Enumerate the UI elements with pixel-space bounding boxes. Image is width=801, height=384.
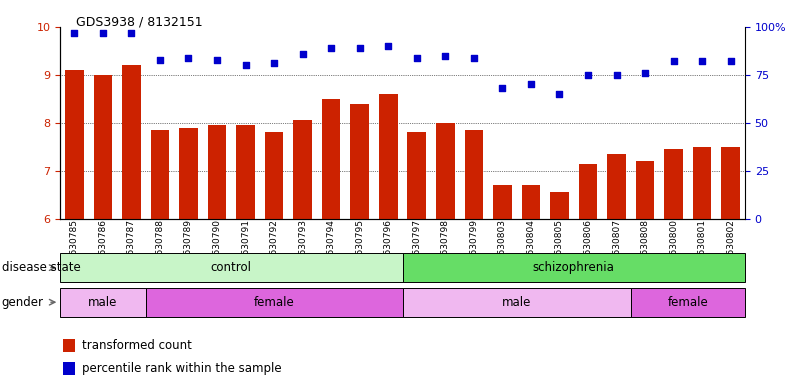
Point: [667, 58, 680, 65]
Text: GSM630791: GSM630791: [241, 219, 250, 274]
Text: GSM630794: GSM630794: [327, 219, 336, 274]
Bar: [94, 75, 112, 219]
Bar: [60, 253, 403, 282]
Text: female: female: [254, 296, 295, 309]
Bar: [236, 125, 255, 219]
Point: [439, 53, 452, 59]
Point: [296, 51, 309, 57]
Text: male: male: [502, 296, 531, 309]
Bar: [636, 161, 654, 219]
Bar: [408, 132, 426, 219]
Bar: [465, 130, 483, 219]
Text: GSM630786: GSM630786: [99, 219, 107, 274]
Point: [553, 91, 566, 97]
Bar: [63, 339, 75, 352]
Text: percentile rank within the sample: percentile rank within the sample: [83, 362, 282, 375]
Bar: [403, 253, 745, 282]
Point: [696, 58, 709, 65]
Text: GSM630790: GSM630790: [212, 219, 222, 274]
Point: [182, 55, 195, 61]
Bar: [207, 125, 227, 219]
Text: GSM630805: GSM630805: [555, 219, 564, 274]
Text: schizophrenia: schizophrenia: [533, 262, 614, 274]
Bar: [293, 121, 312, 219]
Text: female: female: [667, 296, 708, 309]
Text: GSM630807: GSM630807: [612, 219, 621, 274]
Bar: [436, 123, 455, 219]
Point: [211, 56, 223, 63]
Bar: [60, 288, 146, 317]
Text: GSM630789: GSM630789: [184, 219, 193, 274]
Text: control: control: [211, 262, 252, 274]
Point: [525, 81, 537, 88]
Text: GSM630802: GSM630802: [727, 219, 735, 274]
Point: [268, 60, 280, 66]
Text: GSM630804: GSM630804: [526, 219, 535, 274]
Bar: [722, 147, 740, 219]
Bar: [493, 185, 512, 219]
Bar: [146, 288, 403, 317]
Text: GSM630803: GSM630803: [498, 219, 507, 274]
Bar: [550, 192, 569, 219]
Text: GDS3938 / 8132151: GDS3938 / 8132151: [76, 15, 203, 28]
Bar: [179, 127, 198, 219]
Text: transformed count: transformed count: [83, 339, 192, 352]
Bar: [379, 94, 397, 219]
Bar: [122, 65, 141, 219]
Point: [154, 56, 167, 63]
Point: [468, 55, 481, 61]
Point: [96, 30, 109, 36]
Text: GSM630788: GSM630788: [155, 219, 164, 274]
Point: [410, 55, 423, 61]
Bar: [693, 147, 711, 219]
Bar: [322, 99, 340, 219]
Point: [382, 43, 395, 49]
Point: [125, 30, 138, 36]
Text: GSM630799: GSM630799: [469, 219, 478, 274]
Bar: [607, 154, 626, 219]
Text: GSM630798: GSM630798: [441, 219, 450, 274]
Bar: [65, 70, 83, 219]
Text: GSM630808: GSM630808: [641, 219, 650, 274]
Bar: [578, 164, 598, 219]
Bar: [265, 132, 284, 219]
Text: GSM630795: GSM630795: [355, 219, 364, 274]
Point: [496, 85, 509, 91]
Text: GSM630796: GSM630796: [384, 219, 392, 274]
Text: GSM630785: GSM630785: [70, 219, 78, 274]
Point: [239, 62, 252, 68]
Text: GSM630800: GSM630800: [669, 219, 678, 274]
Bar: [631, 288, 745, 317]
Point: [68, 30, 81, 36]
Bar: [664, 149, 683, 219]
Bar: [403, 288, 631, 317]
Text: GSM630801: GSM630801: [698, 219, 706, 274]
Point: [324, 45, 337, 51]
Text: GSM630787: GSM630787: [127, 219, 136, 274]
Bar: [63, 362, 75, 375]
Bar: [151, 130, 169, 219]
Point: [582, 72, 594, 78]
Point: [353, 45, 366, 51]
Point: [610, 72, 623, 78]
Bar: [521, 185, 540, 219]
Text: disease state: disease state: [2, 261, 80, 274]
Text: gender: gender: [2, 296, 43, 309]
Text: GSM630797: GSM630797: [413, 219, 421, 274]
Text: GSM630793: GSM630793: [298, 219, 307, 274]
Point: [638, 70, 651, 76]
Bar: [350, 104, 369, 219]
Text: GSM630806: GSM630806: [583, 219, 593, 274]
Point: [724, 58, 737, 65]
Text: male: male: [88, 296, 118, 309]
Text: GSM630792: GSM630792: [270, 219, 279, 274]
